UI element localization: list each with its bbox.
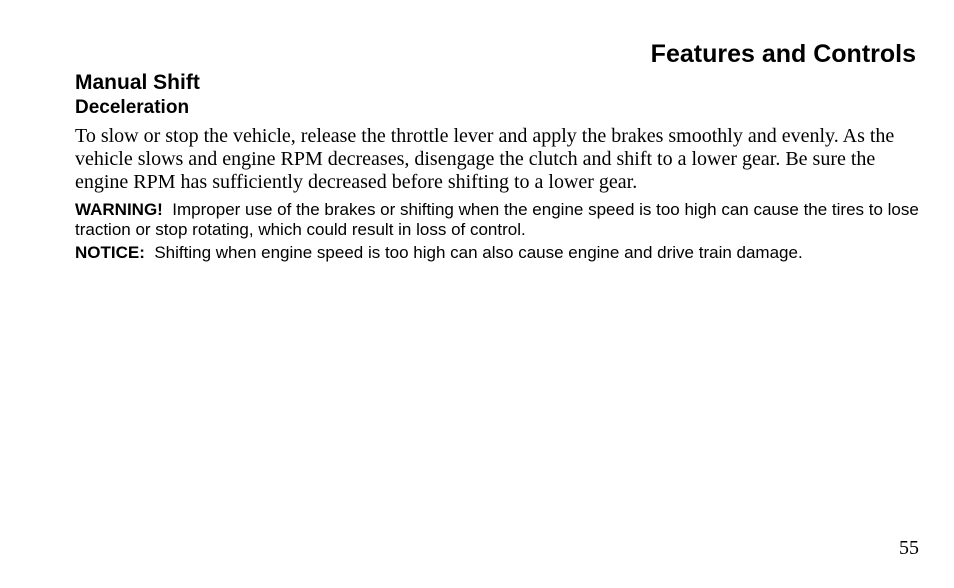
notice-paragraph: NOTICE: Shifting when engine speed is to… — [75, 243, 922, 263]
body-paragraph: To slow or stop the vehicle, release the… — [75, 125, 922, 194]
warning-label: WARNING! — [75, 200, 163, 219]
section-heading: Manual Shift — [75, 71, 922, 95]
warning-paragraph: WARNING! Improper use of the brakes or s… — [75, 200, 922, 239]
notice-text: Shifting when engine speed is too high c… — [154, 243, 802, 262]
page-container: Features and Controls Manual Shift Decel… — [0, 0, 954, 588]
chapter-title: Features and Controls — [75, 40, 922, 69]
subheading: Deceleration — [75, 97, 922, 119]
warning-text: Improper use of the brakes or shifting w… — [75, 200, 919, 239]
page-number: 55 — [899, 537, 919, 560]
notice-label: NOTICE: — [75, 243, 145, 262]
